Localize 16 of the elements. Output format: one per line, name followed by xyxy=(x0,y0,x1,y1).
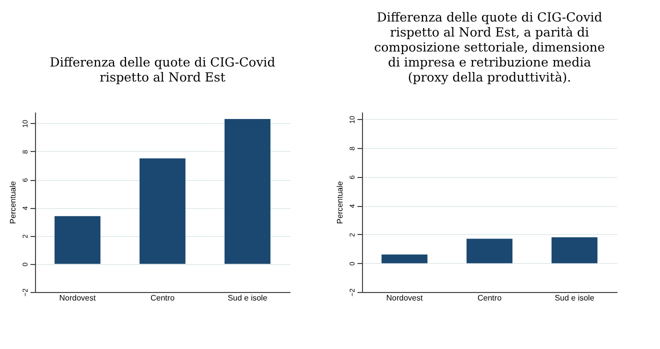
y-axis-title: Percentuale xyxy=(336,180,344,224)
x-tick-label: Nordovest xyxy=(59,294,97,302)
x-tick-label: Centro xyxy=(477,294,502,302)
bar xyxy=(140,158,186,264)
bar xyxy=(224,119,270,264)
chart-title: Differenza delle quote di CIG-Covid rispetto al Nord Est xyxy=(50,54,276,84)
bar xyxy=(552,237,598,264)
chart-title: Differenza delle quote di CIG-Covid rispetto al Nord Est, a parità di composizione settoriale, dimensione di impresa e retribuzione media (proxy della produttività). xyxy=(374,10,605,84)
x-tick-label: Sud e isole xyxy=(228,294,268,302)
x-tick-label: Nordovest xyxy=(386,294,424,302)
bar xyxy=(382,254,428,264)
x-tick-label: Centro xyxy=(150,294,176,302)
x-tick-label: Sud e isole xyxy=(554,294,595,302)
bar xyxy=(466,238,512,264)
y-axis-title: Percentuale xyxy=(8,180,18,224)
bar xyxy=(54,216,100,264)
